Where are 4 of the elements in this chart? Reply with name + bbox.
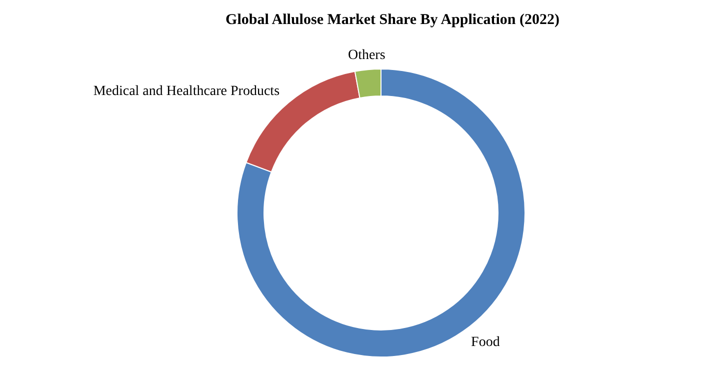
slice-label: Food [471, 335, 500, 350]
chart-title: Global Allulose Market Share By Application (2022) [226, 12, 560, 28]
slice-label: Medical and Healthcare Products [93, 84, 280, 100]
slice-label: Others [348, 48, 386, 63]
